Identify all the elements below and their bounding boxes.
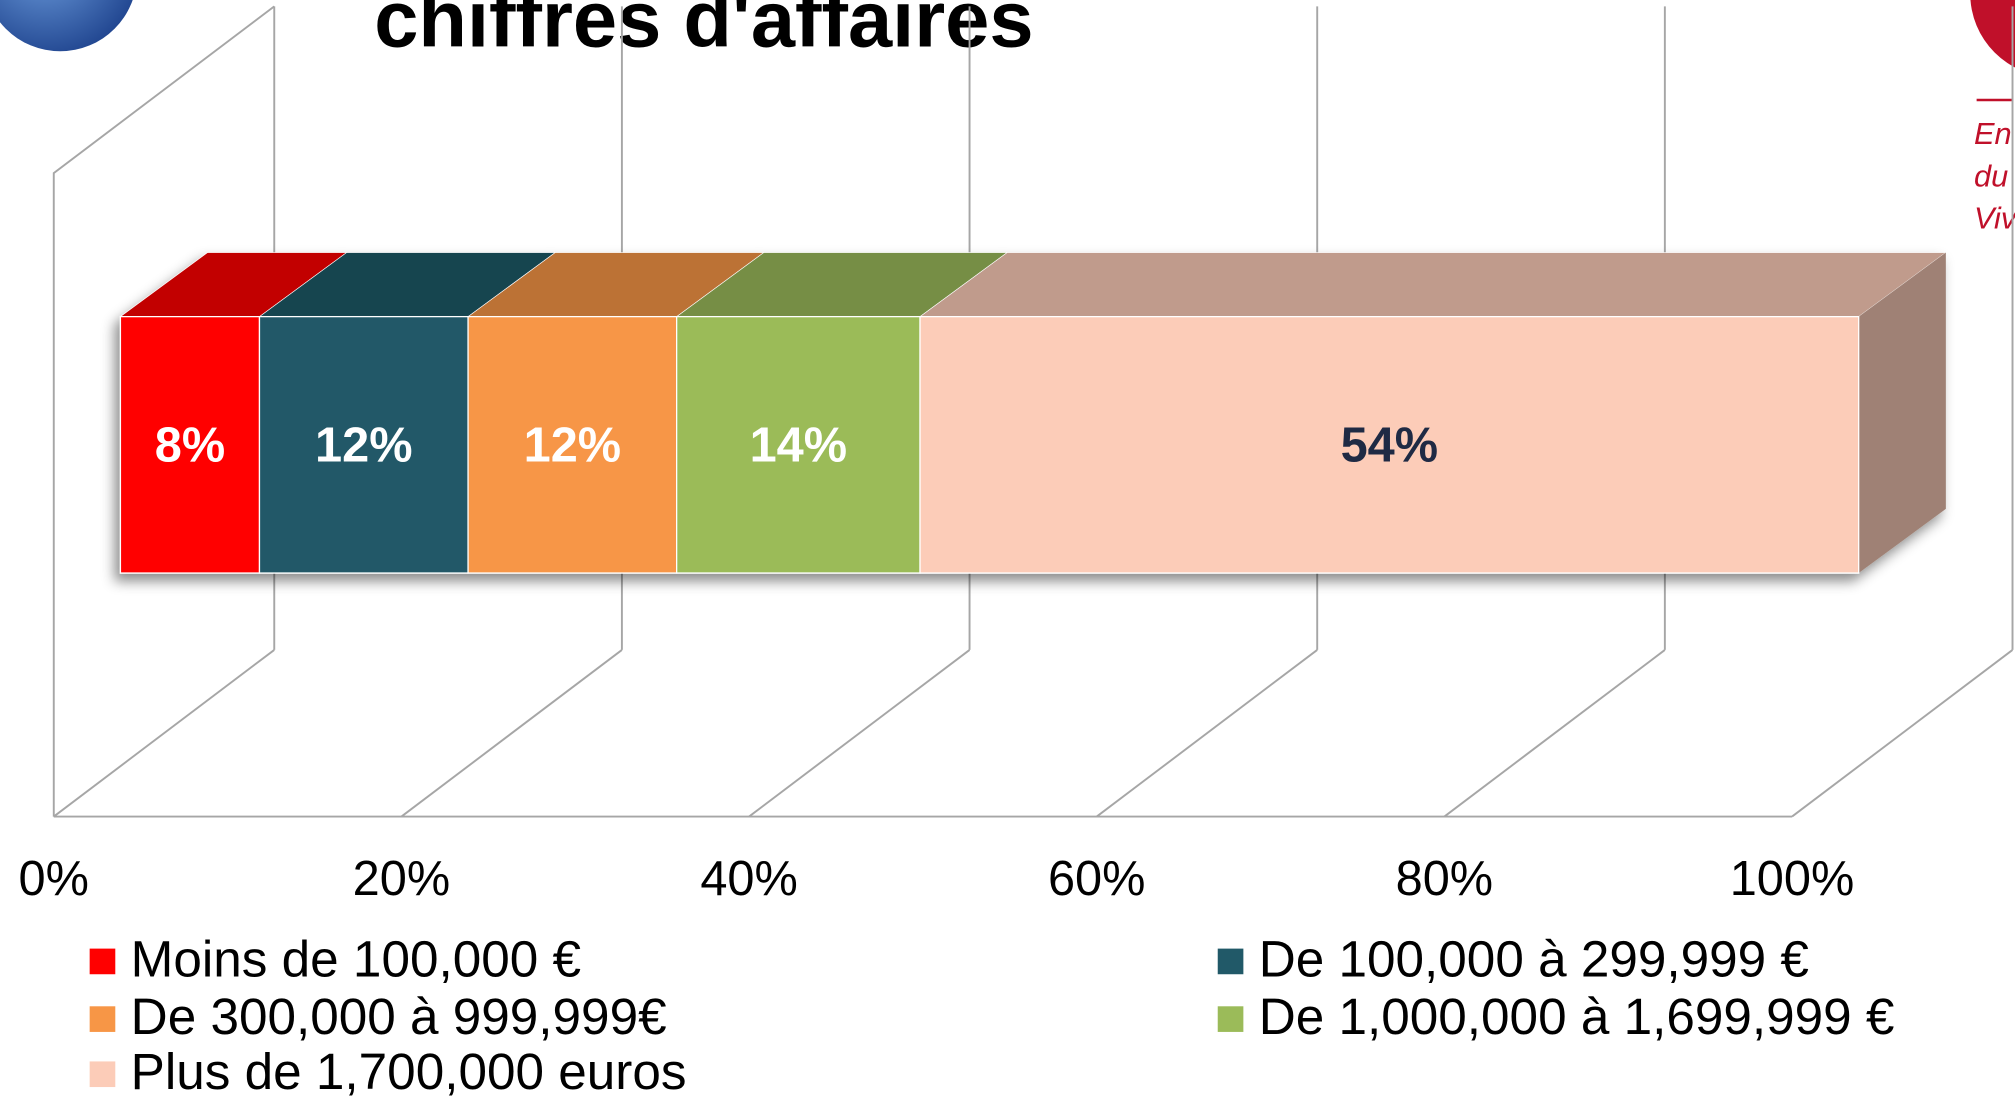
legend-label: Moins de 100,000 €	[131, 930, 581, 987]
bar-group	[119, 252, 1947, 574]
legend-label: De 100,000 à 299,999 €	[1259, 930, 1809, 987]
data-label: 12%	[315, 419, 412, 473]
grid-line	[1096, 649, 1318, 818]
grid-line	[1791, 649, 2014, 818]
legend-swatch	[89, 1061, 116, 1088]
legend-swatch	[89, 948, 116, 975]
logo-badge	[1970, 0, 2015, 68]
grid-line	[748, 649, 971, 818]
x-tick-label: 0%	[19, 852, 89, 906]
bar	[119, 315, 261, 574]
data-label: 12%	[524, 419, 621, 473]
legend-swatch	[89, 1006, 116, 1032]
bar	[467, 315, 678, 574]
bar	[676, 315, 921, 574]
data-label: 54%	[1341, 419, 1438, 473]
legend-swatch	[1217, 1006, 1244, 1032]
logo-text: Viv	[1974, 201, 2015, 236]
legend-label: Plus de 1,700,000 euros	[131, 1043, 687, 1100]
bar-top	[919, 252, 1947, 317]
bar-side	[1858, 252, 1946, 574]
bar	[258, 315, 469, 574]
x-tick-label: 40%	[700, 852, 797, 906]
x-tick-label: 60%	[1048, 852, 1145, 906]
grid-line	[53, 649, 275, 818]
x-tick-label: 20%	[353, 852, 450, 906]
grid-line	[400, 649, 623, 818]
logo-text: En	[1974, 116, 2012, 151]
legend-label: De 1,000,000 à 1,699,999 €	[1259, 988, 1895, 1045]
x-tick-label: 80%	[1396, 852, 1493, 906]
legend-swatch	[1217, 948, 1244, 975]
data-label: 8%	[155, 419, 225, 473]
logo-text: du	[1974, 158, 2008, 193]
logo-globe	[0, 0, 133, 52]
x-tick-label: 100%	[1730, 852, 1855, 906]
data-label: 14%	[750, 419, 847, 473]
bar	[919, 315, 1860, 574]
legend-label: De 300,000 à 999,999€	[131, 988, 667, 1045]
side-wall	[52, 5, 275, 817]
grid-line	[1443, 649, 1666, 818]
chart-title: chiffres d'affaires	[374, 0, 1033, 64]
